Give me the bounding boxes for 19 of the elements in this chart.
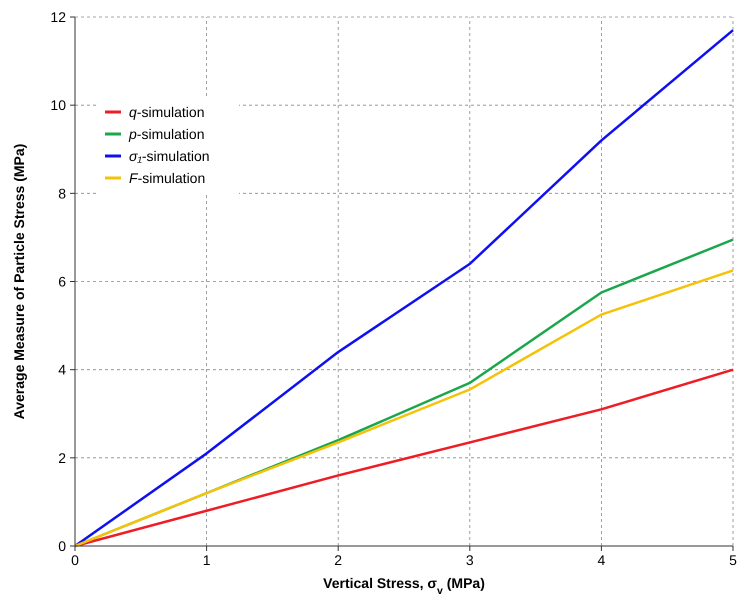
legend-label: F-simulation	[129, 170, 206, 186]
x-tick-label: 3	[466, 552, 474, 568]
x-tick-label: 0	[71, 552, 80, 568]
x-tick-label: 5	[729, 552, 738, 568]
y-tick-label: 4	[58, 362, 66, 378]
x-tick-label: 1	[202, 552, 211, 568]
y-tick-label: 12	[50, 9, 66, 25]
legend-label: q-simulation	[129, 104, 204, 120]
y-tick-label: 6	[58, 274, 66, 290]
legend-label: p-simulation	[128, 126, 204, 142]
legend-label: σ₁-simulation	[129, 148, 210, 164]
x-tick-label: 2	[334, 552, 342, 568]
x-axis-title: Vertical Stress, σ$_{v}$ (MPa)	[323, 575, 485, 597]
x-tick-label: 4	[598, 552, 606, 568]
y-tick-label: 0	[58, 538, 66, 554]
y-tick-label: 2	[58, 450, 66, 466]
y-tick-label: 8	[58, 185, 66, 202]
y-tick-label: 10	[50, 97, 66, 114]
y-axis-title: Average Measure of Particle Stress (MPa)	[11, 144, 27, 420]
